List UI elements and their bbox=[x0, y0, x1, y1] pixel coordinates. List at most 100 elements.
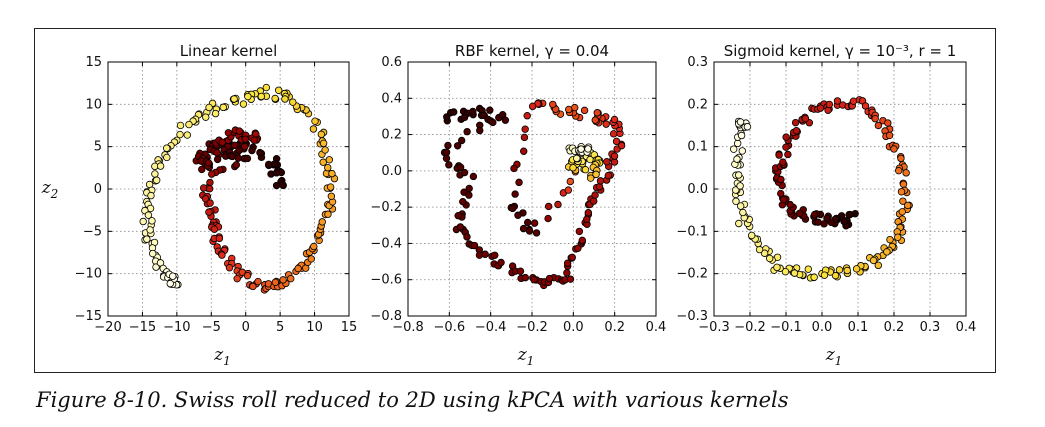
data-point bbox=[578, 236, 587, 245]
data-point bbox=[792, 126, 801, 135]
data-point bbox=[272, 169, 281, 177]
data-point bbox=[465, 191, 473, 199]
data-point bbox=[545, 274, 554, 283]
data-point bbox=[581, 165, 590, 174]
x-axis-label: z1 bbox=[825, 345, 843, 368]
x-tick-label: −0.1 bbox=[770, 320, 802, 335]
data-point bbox=[773, 263, 781, 272]
data-point bbox=[211, 109, 220, 118]
data-point bbox=[444, 141, 452, 150]
data-point bbox=[254, 277, 262, 286]
y-tick-label: −5 bbox=[83, 224, 102, 239]
data-point bbox=[871, 114, 879, 123]
data-point bbox=[735, 219, 743, 228]
data-point bbox=[843, 266, 851, 275]
data-point bbox=[317, 130, 326, 139]
data-point bbox=[243, 154, 252, 163]
data-point bbox=[459, 197, 467, 206]
data-point bbox=[779, 158, 787, 166]
data-point bbox=[521, 273, 530, 282]
data-point bbox=[233, 274, 241, 283]
y-tick-label: −0.6 bbox=[370, 273, 402, 288]
y-tick-label: −15 bbox=[75, 309, 102, 324]
data-point bbox=[523, 112, 531, 120]
data-point bbox=[501, 116, 510, 124]
data-point bbox=[476, 126, 484, 135]
x-tick-label: −0.6 bbox=[434, 320, 466, 335]
x-tick-label: −0.2 bbox=[516, 320, 548, 335]
x-tick-label: 0.4 bbox=[956, 320, 977, 335]
x-tick-label: 0.2 bbox=[884, 320, 905, 335]
data-point bbox=[463, 233, 471, 241]
x-axis-label: z1 bbox=[213, 345, 231, 368]
data-point bbox=[825, 100, 834, 109]
data-point bbox=[318, 218, 326, 226]
data-point bbox=[738, 147, 746, 155]
data-point bbox=[748, 231, 756, 240]
data-point bbox=[563, 269, 571, 277]
data-point bbox=[199, 184, 208, 192]
data-point bbox=[852, 265, 861, 273]
y-tick-label: −10 bbox=[75, 267, 102, 282]
y-tick-label: 0.0 bbox=[687, 182, 708, 197]
data-point bbox=[733, 155, 741, 163]
x-tick-label: −0.4 bbox=[475, 320, 507, 335]
data-point bbox=[790, 269, 799, 277]
panel-3: −0.3 −0.2 −0.1 0.0 0.1 0.2 0.3 0.40.30.20.10.0−… bbox=[676, 42, 976, 368]
data-point bbox=[586, 174, 595, 182]
data-point bbox=[319, 139, 328, 148]
data-point bbox=[205, 185, 214, 193]
data-point bbox=[463, 127, 471, 136]
data-point bbox=[532, 229, 541, 237]
data-point bbox=[780, 195, 788, 204]
data-point bbox=[521, 125, 529, 133]
data-point bbox=[450, 108, 458, 116]
data-point bbox=[326, 183, 335, 191]
data-point bbox=[213, 155, 222, 164]
data-point bbox=[453, 142, 462, 150]
y-axis-label: z2 bbox=[41, 178, 59, 201]
data-point bbox=[884, 119, 892, 127]
data-point bbox=[564, 186, 573, 194]
data-point bbox=[205, 208, 213, 216]
data-point bbox=[820, 271, 829, 279]
x-tick-label: 0.1 bbox=[848, 320, 869, 335]
data-point bbox=[835, 266, 844, 274]
data-point bbox=[256, 148, 264, 157]
data-point bbox=[274, 86, 283, 94]
y-tick-label: −0.3 bbox=[676, 309, 708, 324]
data-point bbox=[566, 275, 575, 283]
y-tick-label: 0.6 bbox=[381, 55, 402, 70]
data-point bbox=[235, 146, 243, 154]
data-point bbox=[897, 188, 906, 196]
data-point bbox=[243, 271, 252, 280]
y-tick-label: 0.2 bbox=[381, 128, 402, 143]
data-point bbox=[573, 154, 581, 163]
data-point bbox=[208, 170, 216, 178]
y-tick-label: 10 bbox=[85, 97, 102, 112]
data-point bbox=[470, 241, 479, 250]
data-point bbox=[271, 94, 279, 103]
data-point bbox=[213, 148, 221, 157]
data-point bbox=[791, 118, 800, 127]
data-point bbox=[185, 120, 193, 129]
data-point bbox=[732, 197, 740, 205]
data-point bbox=[804, 265, 812, 273]
x-tick-label: −20 bbox=[94, 320, 121, 335]
x-tick-label: −15 bbox=[129, 320, 156, 335]
data-point bbox=[801, 114, 810, 123]
data-point bbox=[591, 116, 599, 124]
panel-title: Sigmoid kernel, γ = 10⁻³, r = 1 bbox=[724, 42, 957, 60]
data-point bbox=[530, 219, 539, 227]
data-point bbox=[151, 170, 159, 178]
data-point bbox=[569, 164, 577, 172]
y-tick-label: −0.2 bbox=[676, 267, 708, 282]
data-point bbox=[514, 211, 522, 219]
data-point bbox=[219, 103, 228, 112]
points-layer bbox=[440, 99, 626, 290]
y-tick-label: 0.0 bbox=[381, 164, 402, 179]
data-point bbox=[590, 197, 598, 205]
data-point bbox=[319, 158, 327, 166]
